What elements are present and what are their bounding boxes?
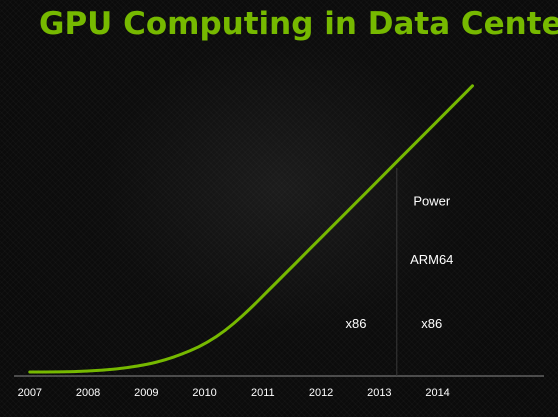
x-tick-label: 2011 [251,387,275,399]
x-tick-label: 2009 [134,387,158,399]
annotations: x86 x86 ARM64 Power [346,194,454,332]
x-tick-label: 2012 [309,387,333,399]
segment-label: x86 [346,316,367,331]
segment-label: x86 [421,316,442,331]
slide-title: GPU Computing in Data Centers [39,6,558,42]
segment-label: Power [413,194,451,209]
x-tick-label: 2008 [76,387,100,399]
x-tick-labels: 2007 2008 2009 2010 2011 2012 2013 2014 [18,387,450,399]
segment-label: ARM64 [410,252,453,267]
growth-curve [28,84,474,374]
x-tick-label: 2014 [425,387,449,399]
x-tick-label: 2013 [367,387,391,399]
x-tick-label: 2007 [18,387,42,399]
x-tick-label: 2010 [192,387,216,399]
